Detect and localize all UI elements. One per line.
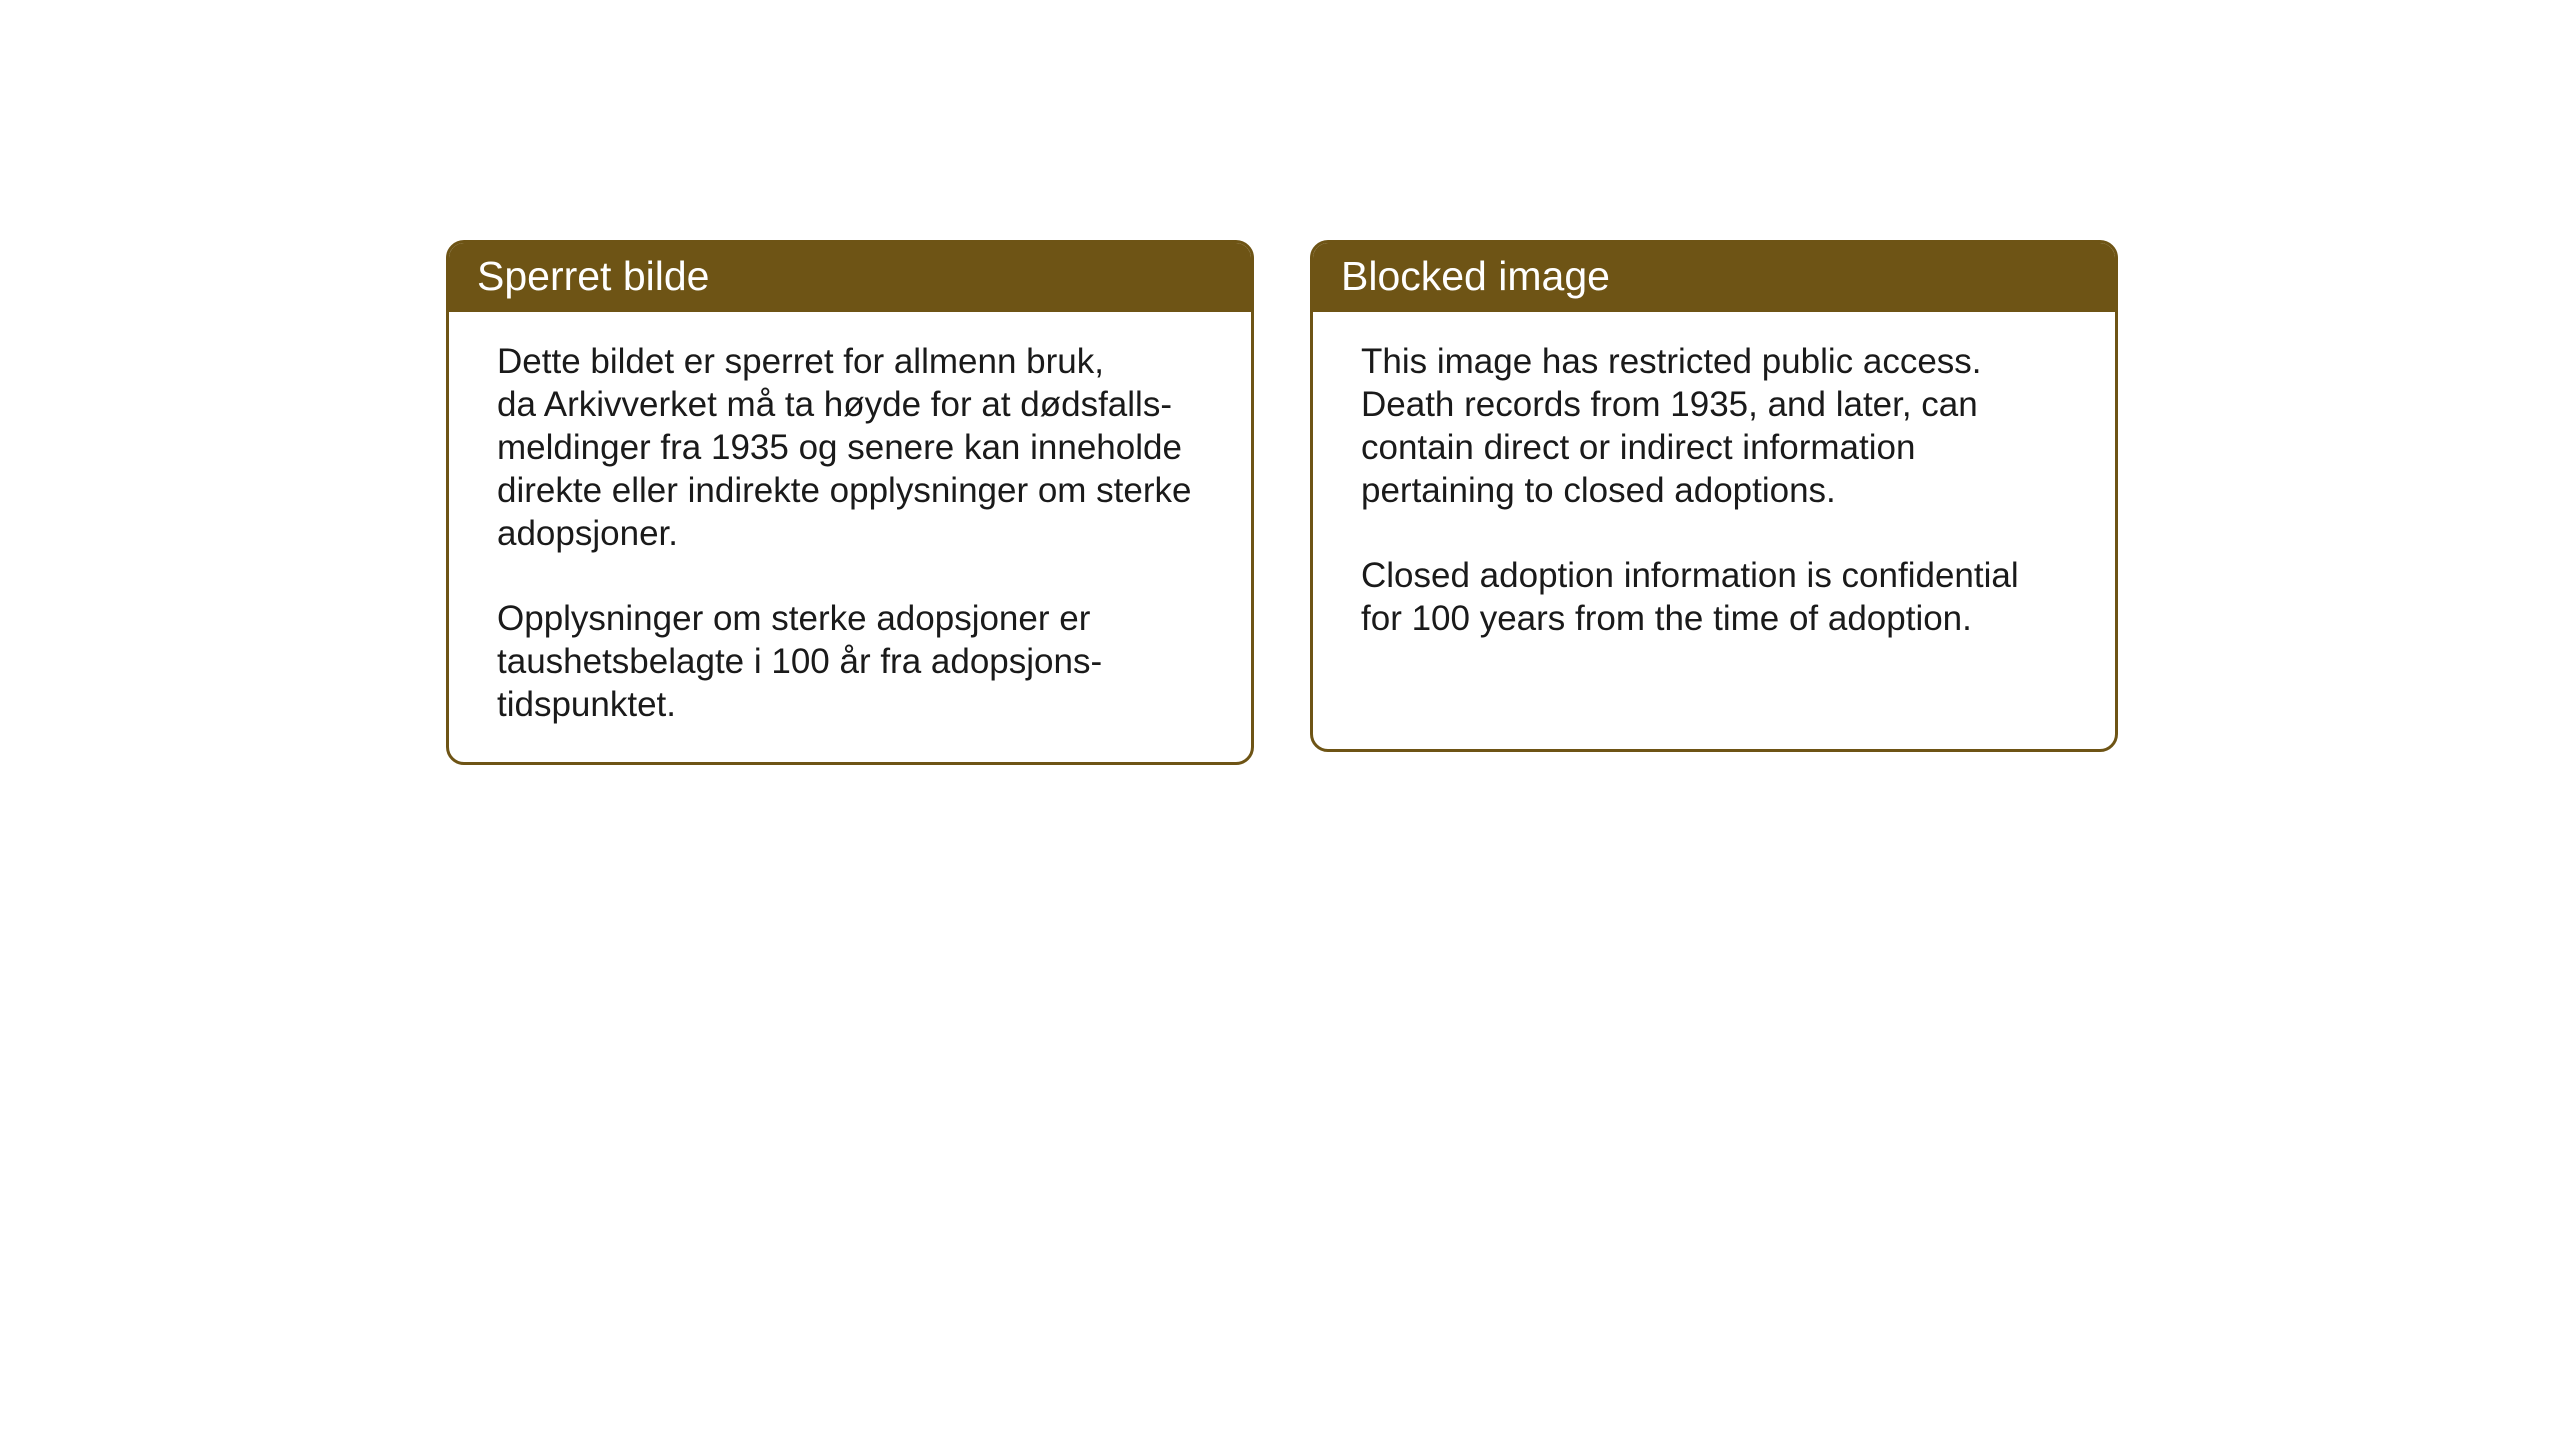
card-body-english: This image has restricted public access.…	[1313, 312, 2115, 676]
card-paragraph1-norwegian: Dette bildet er sperret for allmenn bruk…	[497, 340, 1209, 555]
card-title-norwegian: Sperret bilde	[477, 253, 709, 299]
card-paragraph1-english: This image has restricted public access.…	[1361, 340, 2073, 512]
notice-card-english: Blocked image This image has restricted …	[1310, 240, 2118, 752]
card-header-english: Blocked image	[1313, 243, 2115, 312]
card-title-english: Blocked image	[1341, 253, 1610, 299]
card-body-norwegian: Dette bildet er sperret for allmenn bruk…	[449, 312, 1251, 762]
card-paragraph2-english: Closed adoption information is confident…	[1361, 554, 2073, 640]
card-header-norwegian: Sperret bilde	[449, 243, 1251, 312]
notice-cards-container: Sperret bilde Dette bildet er sperret fo…	[446, 240, 2118, 765]
notice-card-norwegian: Sperret bilde Dette bildet er sperret fo…	[446, 240, 1254, 765]
card-paragraph2-norwegian: Opplysninger om sterke adopsjoner ertaus…	[497, 597, 1209, 726]
